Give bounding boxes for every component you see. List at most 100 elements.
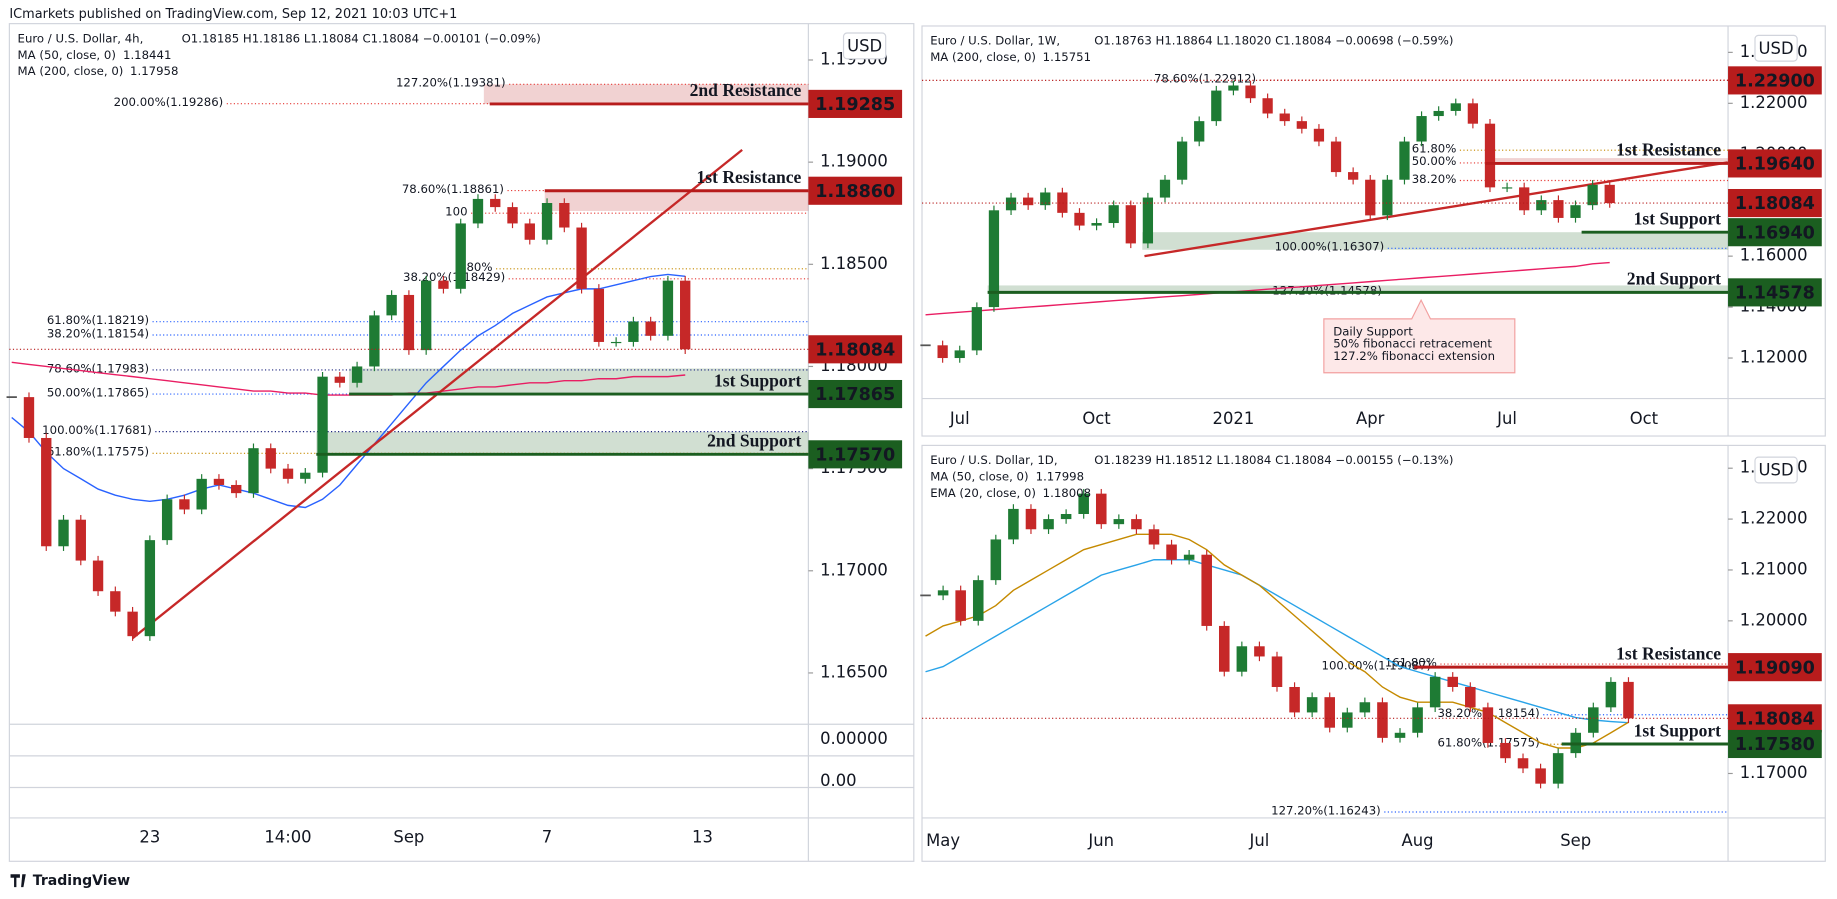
level-zone <box>483 84 809 104</box>
currency: USD <box>1759 39 1794 58</box>
price-label: 1.17865 <box>815 385 895 405</box>
candle <box>472 198 484 224</box>
legend-series: MA (200, close, 0) <box>930 50 1036 64</box>
candle <box>1330 141 1342 173</box>
candle <box>179 499 190 510</box>
fib-label: 200.00%(1.19286) <box>114 95 224 109</box>
currency: USD <box>1759 461 1794 480</box>
legend-series: MA (50, close, 0) <box>18 48 116 62</box>
price-box <box>808 440 903 469</box>
candle <box>1623 681 1634 719</box>
candle <box>524 223 535 240</box>
fib-label: 100.00%(1.17681) <box>42 423 152 437</box>
candle <box>1377 702 1388 738</box>
price-label: 1.14578 <box>1735 284 1815 304</box>
callout-text: 50% fibonacci retracement <box>1333 337 1492 351</box>
candle <box>937 590 949 596</box>
x-tick-label: Oct <box>1630 409 1659 428</box>
candle <box>1588 707 1599 733</box>
price-box <box>1728 66 1822 95</box>
candle <box>248 448 259 494</box>
candle <box>1201 554 1212 626</box>
callout-text: 127.2% fibonacci extension <box>1333 349 1495 363</box>
candle <box>1236 646 1248 672</box>
level-name: 2nd Support <box>707 431 801 451</box>
candle <box>1324 697 1335 728</box>
y-tick-label: 1.12000 <box>1740 348 1808 367</box>
y-tick-label: 1.21000 <box>1740 559 1808 578</box>
fib-label: 38.20%(1.18154) <box>47 326 149 340</box>
candle <box>1535 768 1546 784</box>
candle <box>231 484 242 494</box>
x-tick-label: Oct <box>1082 409 1111 428</box>
price-box <box>1728 189 1822 218</box>
candle <box>1296 121 1307 129</box>
legend-series: MA (200, close, 0) <box>18 64 124 78</box>
price-label: 1.16940 <box>1735 223 1815 243</box>
candle <box>1553 200 1564 218</box>
candle <box>1008 508 1019 540</box>
panel-frame <box>8 23 915 862</box>
ma-line <box>925 533 1629 749</box>
panel-frame <box>921 444 1826 862</box>
legend-series-value: 1.17958 <box>130 64 178 78</box>
currency-box <box>842 32 887 60</box>
legend-ohlc: O1.18239 H1.18512 L1.18084 C1.18084 −0.0… <box>1094 453 1453 467</box>
candle <box>1536 200 1547 211</box>
candle <box>41 437 52 547</box>
fib-label: 61.80%(1.18219) <box>47 313 149 327</box>
candle <box>317 376 328 473</box>
candle <box>1005 197 1017 211</box>
y-tick-label: 1.18500 <box>820 254 888 273</box>
candle <box>1025 508 1037 530</box>
x-tick-label: Jul <box>1496 409 1517 428</box>
candle <box>1500 742 1511 759</box>
fib-label: 100 <box>445 205 467 219</box>
candle <box>1604 184 1615 204</box>
candle <box>1365 179 1376 216</box>
candle <box>1131 519 1142 530</box>
candle <box>971 307 982 351</box>
y-tick-label: 1.17000 <box>1740 763 1808 782</box>
candle <box>1245 85 1256 99</box>
candle <box>1482 707 1494 743</box>
candle <box>1254 646 1265 657</box>
y-tick-label: 1.17000 <box>820 560 888 579</box>
candle <box>420 280 432 351</box>
footer-brand: TradingView <box>33 873 130 889</box>
candle <box>1416 116 1427 142</box>
candle <box>972 580 984 621</box>
x-tick-label: 23 <box>139 827 160 846</box>
x-tick-label: 2021 <box>1213 409 1255 428</box>
candle <box>1605 681 1617 708</box>
logo <box>10 874 26 888</box>
level-name: 1st Resistance <box>696 167 801 187</box>
price-box <box>1728 729 1822 759</box>
candle <box>1176 141 1188 180</box>
candle <box>92 560 104 592</box>
level-name: 1st Support <box>714 370 802 390</box>
candle <box>161 499 173 541</box>
fib-label: 78.60%(1.18861) <box>402 182 504 196</box>
candle <box>369 315 380 367</box>
x-tick-label: Sep <box>1560 831 1591 850</box>
fib-label: 61.80%(1.17575) <box>47 445 149 459</box>
price-box <box>808 176 903 205</box>
legend-series: MA (50, close, 0) <box>930 470 1028 484</box>
candle <box>1159 179 1171 198</box>
legend-series-value: 1.17998 <box>1036 470 1084 484</box>
candle <box>541 203 553 240</box>
candle <box>1465 686 1476 708</box>
candle <box>645 321 656 336</box>
ma-line <box>11 361 686 396</box>
legend-symbol: Euro / U.S. Dollar, 1D, <box>930 453 1057 467</box>
candle <box>1570 205 1581 218</box>
candle <box>1271 656 1283 687</box>
candle <box>559 203 570 228</box>
candle <box>1148 529 1160 545</box>
candle <box>628 321 639 342</box>
price-label: 1.19090 <box>1735 658 1815 678</box>
level-name: 1st Resistance <box>1616 140 1721 160</box>
candle <box>144 540 156 637</box>
price-label: 1.18084 <box>1735 194 1815 214</box>
